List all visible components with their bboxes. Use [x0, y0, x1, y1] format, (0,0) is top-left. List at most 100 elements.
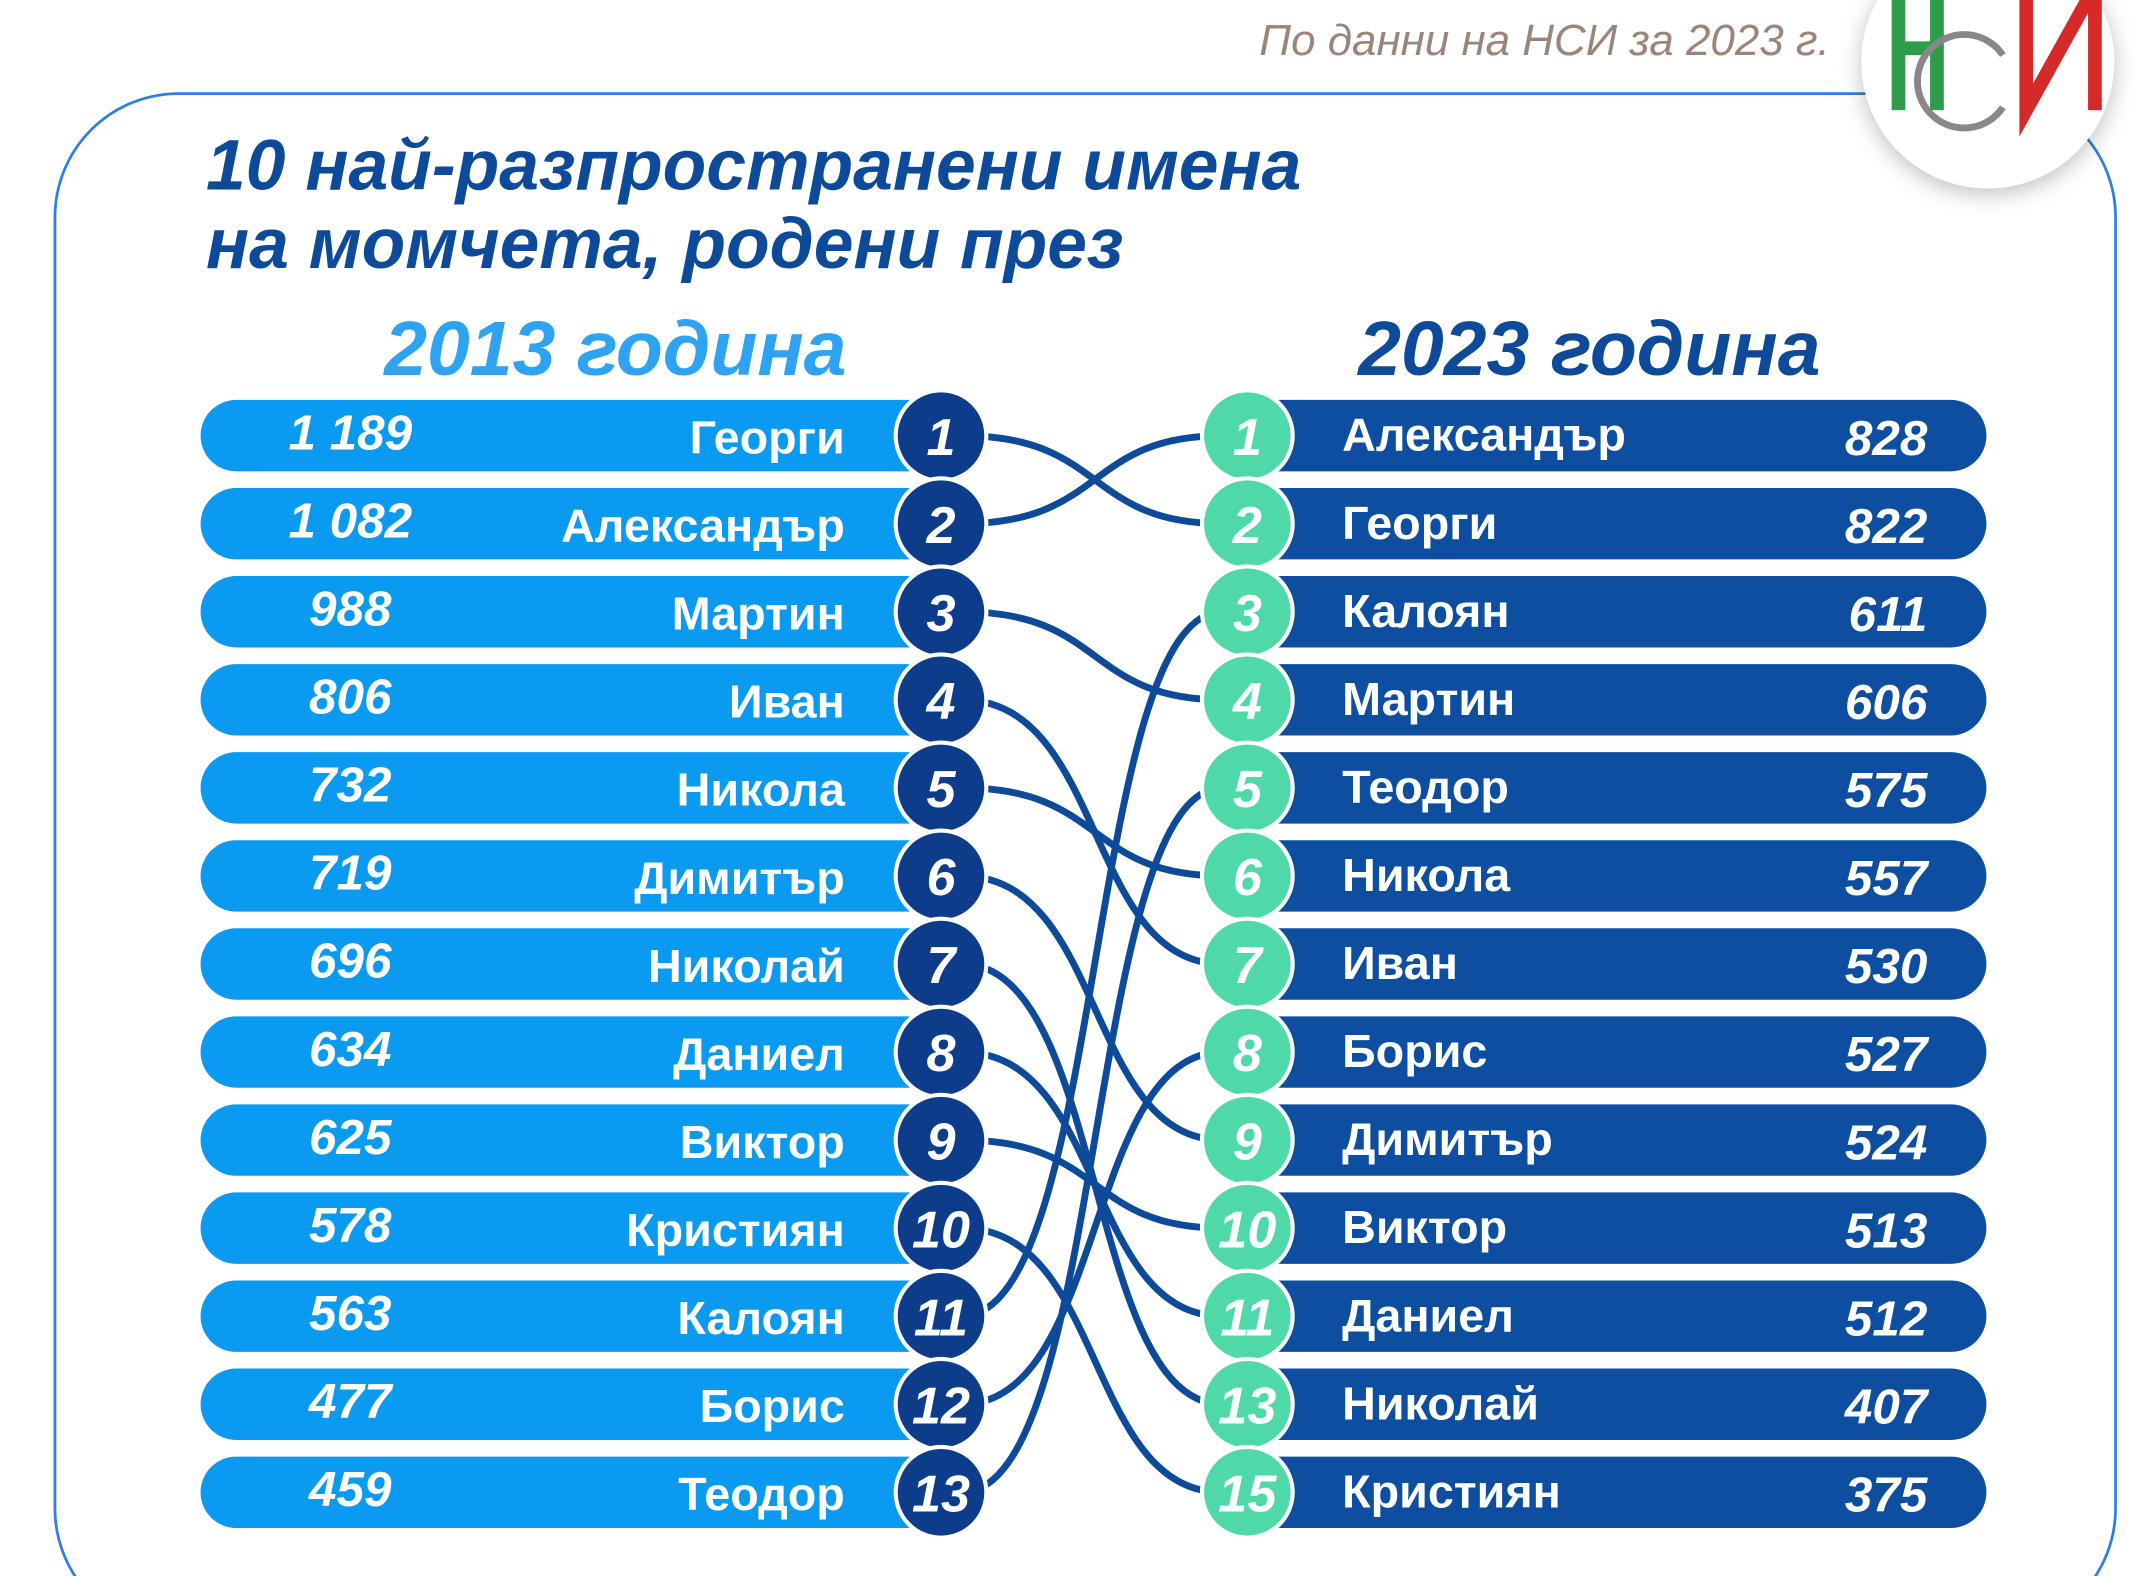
name: Мартин: [672, 588, 845, 640]
rank: 3: [1233, 585, 1262, 643]
name: Александър: [561, 500, 845, 552]
name: Никола: [1342, 849, 1511, 901]
row-pill: [1215, 399, 1987, 472]
column-heading: 2013 година: [382, 306, 846, 392]
rank: 13: [912, 1466, 970, 1524]
name: Кристиян: [626, 1204, 845, 1256]
row-pill: [200, 752, 970, 824]
name: Теодор: [678, 1468, 845, 1520]
connector: [961, 432, 1223, 528]
rank: 6: [926, 849, 956, 907]
row-pill: [1215, 1016, 1987, 1088]
row-pill: [1215, 1192, 1987, 1264]
name: Иван: [1342, 937, 1458, 989]
count: 1 189: [288, 405, 412, 460]
rank: 9: [1233, 1113, 1262, 1171]
count: 407: [1844, 1379, 1930, 1434]
name: Никола: [677, 764, 846, 816]
count: 806: [309, 670, 392, 725]
row-pill: [1215, 1456, 1987, 1529]
count: 527: [1845, 1027, 1930, 1082]
rank: 11: [1220, 1289, 1274, 1347]
row-pill: [200, 928, 970, 1000]
connector: [961, 784, 1223, 1496]
rank: 5: [926, 761, 956, 819]
name: Димитър: [1342, 1113, 1553, 1165]
count: 512: [1845, 1291, 1927, 1346]
name: Даниел: [673, 1028, 845, 1080]
row-pill: [200, 1456, 970, 1529]
rank: 10: [912, 1201, 970, 1259]
rank: 10: [1218, 1201, 1276, 1259]
rank: 4: [1232, 673, 1262, 731]
name: Калоян: [1342, 585, 1509, 637]
source: По данни на НСИ за 2023 г.: [1259, 16, 1830, 65]
row-pill: [1215, 487, 1987, 560]
count: 625: [309, 1110, 393, 1165]
row-pill: [200, 1280, 970, 1352]
row-pill: [1215, 840, 1987, 912]
rank: 12: [912, 1377, 970, 1435]
row-pill: [1215, 576, 1987, 648]
name: Даниел: [1342, 1289, 1514, 1341]
name: Кристиян: [1342, 1465, 1561, 1517]
count: 459: [308, 1462, 392, 1517]
count: 611: [1849, 587, 1928, 642]
connector: [961, 1048, 1223, 1408]
connector: [961, 784, 1223, 880]
row-pill: [200, 399, 970, 472]
rank: 8: [926, 1025, 955, 1083]
count: 557: [1845, 851, 1930, 906]
count: 606: [1845, 675, 1928, 730]
count: 696: [309, 934, 392, 989]
connector: [961, 872, 1223, 1144]
count: 563: [309, 1286, 391, 1341]
logo: [1861, 0, 2115, 189]
rank: 15: [1218, 1466, 1277, 1524]
rank: 8: [1233, 1025, 1262, 1083]
rank: 11: [914, 1289, 968, 1347]
name: Александър: [1342, 409, 1626, 461]
name: Димитър: [634, 852, 845, 904]
name: Николай: [648, 940, 845, 992]
row-pill: [200, 664, 970, 736]
count: 513: [1845, 1203, 1927, 1258]
rank: 1: [926, 409, 955, 467]
row-pill: [200, 1192, 970, 1264]
rank: 7: [926, 937, 958, 995]
row-pill: [200, 576, 970, 648]
row-pill: [200, 1104, 970, 1176]
count: 524: [1845, 1115, 1927, 1170]
name: Теодор: [1342, 761, 1509, 813]
column-heading: 2023 година: [1356, 306, 1820, 392]
count: 822: [1845, 499, 1927, 554]
row-pill: [1215, 928, 1987, 1000]
name: Иван: [729, 676, 845, 728]
row-pill: [200, 487, 970, 560]
name: Николай: [1342, 1377, 1539, 1429]
frame: [53, 92, 2117, 1576]
connector: [961, 608, 1223, 1320]
count: 575: [1845, 763, 1929, 818]
name: Виктор: [1342, 1201, 1507, 1253]
name: Георги: [690, 411, 845, 463]
count: 732: [309, 758, 391, 813]
rank-badge: [1199, 1444, 1295, 1540]
connector: [961, 1224, 1223, 1496]
title-line: 10 най-разпространени имена: [206, 126, 1301, 206]
name: Борис: [700, 1380, 845, 1432]
count: 988: [309, 581, 392, 636]
connectors: [961, 432, 1223, 1496]
count: 1 082: [288, 493, 412, 548]
count: 477: [308, 1374, 394, 1429]
count: 530: [1845, 939, 1928, 994]
row-pill: [1215, 752, 1987, 824]
count: 719: [309, 846, 392, 901]
connector: [961, 1136, 1223, 1232]
rank-badge: [893, 1444, 989, 1540]
count: 578: [309, 1198, 392, 1253]
row-pill: [1215, 1368, 1987, 1440]
